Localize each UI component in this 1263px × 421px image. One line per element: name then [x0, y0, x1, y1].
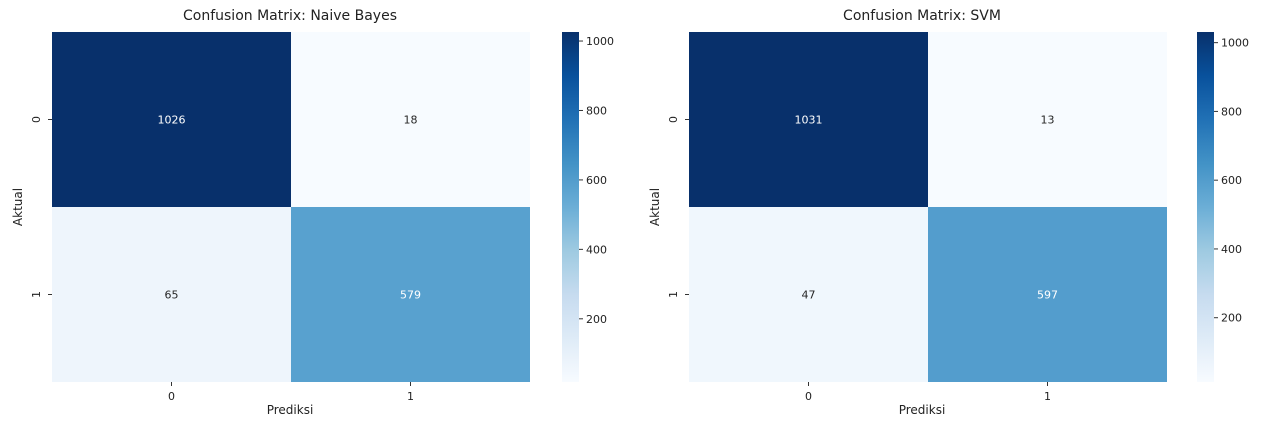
x-axis-label: Prediksi [266, 403, 314, 417]
chart-title: Confusion Matrix: Naive Bayes [183, 8, 397, 24]
colorbar [1197, 32, 1214, 382]
colorbar-tick-label: 400 [586, 243, 607, 256]
colorbar-tick-label: 1000 [586, 35, 614, 48]
cell-value-label: 1031 [795, 114, 823, 127]
cell-value-label: 65 [165, 289, 179, 302]
colorbar-tick-label: 1000 [1221, 37, 1249, 50]
cell-value-label: 1026 [158, 114, 186, 127]
heatmap-cell [52, 32, 291, 207]
colorbar-tick-label: 200 [1221, 312, 1242, 325]
cell-value-label: 579 [400, 289, 421, 302]
heatmap-cell [928, 32, 1167, 207]
colorbar-tick-label: 400 [1221, 243, 1242, 256]
svm-panel: Confusion Matrix: SVM 1031 13 47 597 0 1 0 1 200… [632, 0, 1263, 421]
cell-value-label: 597 [1037, 289, 1058, 302]
colorbar-tick-label: 800 [586, 104, 607, 117]
colorbar-tick-label: 600 [586, 174, 607, 187]
cell-value-label: 47 [802, 289, 816, 302]
x-tick-label: 1 [1044, 390, 1051, 403]
colorbar-tick-label: 800 [1221, 105, 1242, 118]
y-tick-label: 0 [30, 116, 43, 123]
heatmap-cell [52, 207, 291, 382]
x-tick-label: 1 [407, 390, 414, 403]
heatmap-cell [928, 207, 1167, 382]
cell-value-label: 13 [1041, 114, 1055, 127]
heatmap-cell [689, 207, 928, 382]
chart-title: Confusion Matrix: SVM [843, 8, 1001, 24]
heatmap-cell [291, 207, 530, 382]
heatmap-cell [291, 32, 530, 207]
y-tick-label: 1 [30, 291, 43, 298]
x-tick-label: 0 [805, 390, 812, 403]
y-axis-label: Aktual [648, 187, 662, 227]
y-axis-label: Aktual [11, 187, 25, 227]
naive-bayes-heatmap: 1026 18 65 579 0 1 0 1 200 400 600 800 1000 [30, 32, 614, 403]
svm-heatmap: 1031 13 47 597 0 1 0 1 200 400 600 800 1000 [667, 32, 1249, 403]
x-axis-label: Prediksi [898, 403, 946, 417]
colorbar-tick-label: 600 [1221, 174, 1242, 187]
y-tick-label: 1 [667, 291, 680, 298]
cell-value-label: 18 [404, 114, 418, 127]
colorbar-tick-label: 200 [586, 313, 607, 326]
heatmap-cell [689, 32, 928, 207]
naive-bayes-panel: Confusion Matrix: Naive Bayes 1026 18 65 57… [11, 8, 614, 417]
colorbar [562, 32, 579, 382]
y-tick-label: 0 [667, 116, 680, 123]
x-tick-label: 0 [168, 390, 175, 403]
